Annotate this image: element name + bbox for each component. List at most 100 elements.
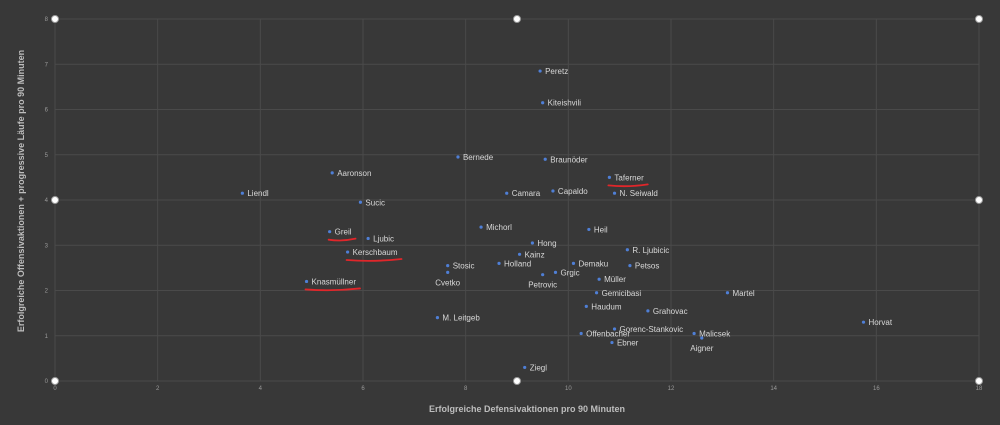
point-label: M. Leitgeb — [442, 314, 480, 323]
data-point — [597, 277, 601, 281]
data-point — [366, 236, 370, 241]
point-label: Greil — [335, 228, 352, 237]
data-point — [646, 309, 650, 313]
point-label: Hong — [537, 239, 556, 248]
data-point — [625, 248, 629, 252]
x-tick-label: 10 — [565, 386, 572, 392]
point-label: Peretz — [545, 67, 568, 76]
resize-handle[interactable] — [513, 15, 521, 23]
highlight-underlines — [304, 183, 649, 292]
data-point — [523, 365, 527, 370]
point-label: Knasmüllner — [312, 277, 357, 286]
x-tick-label: 2 — [156, 386, 160, 392]
x-tick-label: 6 — [361, 386, 365, 392]
point-label: Aigner — [690, 344, 713, 353]
data-point — [530, 241, 535, 245]
point-label: Müller — [604, 275, 626, 284]
resize-handle[interactable] — [51, 196, 59, 204]
point-label: Cvetko — [435, 278, 460, 287]
data-point — [543, 157, 547, 161]
x-tick-label: 4 — [259, 386, 263, 392]
point-label: Martel — [732, 289, 754, 298]
data-point — [446, 270, 450, 274]
data-point — [358, 200, 363, 204]
resize-handle[interactable] — [975, 196, 983, 204]
y-tick-label: 1 — [45, 334, 49, 340]
point-label: Gemicibasi — [602, 289, 642, 298]
x-tick-label: 0 — [53, 386, 57, 392]
point-label: Sucic — [365, 198, 385, 207]
data-point — [446, 264, 450, 268]
data-point — [541, 273, 545, 277]
data-point — [435, 316, 440, 320]
data-point — [553, 270, 558, 274]
data-point — [610, 340, 614, 345]
point-label: Ljubic — [373, 234, 394, 243]
point-label: Capaldo — [558, 187, 588, 196]
gridlines — [54, 18, 980, 382]
highlight-underline — [304, 287, 361, 292]
selection-handles[interactable] — [51, 15, 983, 385]
resize-handle[interactable] — [975, 377, 983, 385]
point-label: Haudum — [591, 302, 622, 311]
resize-handle[interactable] — [51, 377, 59, 385]
y-tick-label: 5 — [45, 153, 49, 159]
point-label: Liendl — [247, 189, 269, 198]
point-label: Kiteishvili — [548, 99, 582, 108]
data-point — [551, 189, 555, 193]
point-label: Petrovic — [528, 281, 557, 290]
data-point — [240, 191, 244, 195]
point-label: Grgic — [561, 268, 580, 277]
resize-handle[interactable] — [975, 15, 983, 23]
y-tick-label: 8 — [45, 17, 49, 23]
point-label: Malicsek — [699, 329, 731, 338]
data-point — [692, 331, 696, 336]
highlight-underline — [607, 183, 649, 188]
point-label: Stosic — [453, 262, 475, 271]
highlight-underline — [345, 258, 403, 262]
point-label: Taferner — [614, 173, 644, 182]
y-tick-label: 0 — [45, 379, 49, 385]
point-label: Bernede — [463, 153, 494, 162]
data-point — [700, 336, 704, 340]
x-tick-label: 16 — [873, 386, 880, 392]
data-point — [571, 261, 576, 265]
point-label: Camara — [512, 189, 541, 198]
data-point — [505, 191, 509, 195]
y-tick-label: 3 — [45, 243, 49, 249]
point-label: Kerschbaum — [353, 248, 398, 257]
data-point — [330, 171, 334, 175]
point-label: Ebner — [617, 339, 639, 348]
data-point — [607, 175, 612, 179]
point-label: Gorenc-Stankovic — [620, 325, 684, 334]
y-tick-label: 4 — [45, 198, 49, 204]
data-point — [628, 264, 632, 268]
data-point — [538, 69, 542, 73]
point-label: Holland — [504, 259, 531, 268]
point-label: Offenbacher — [586, 329, 630, 338]
data-points — [240, 69, 866, 370]
data-point — [541, 101, 545, 105]
x-tick-label: 12 — [668, 386, 675, 392]
y-tick-label: 2 — [45, 289, 49, 295]
point-label: Petsos — [635, 262, 659, 271]
data-point — [497, 261, 501, 265]
highlight-underline — [327, 237, 357, 242]
point-label: Ziegl — [530, 363, 548, 372]
y-axis-title: Erfolgreiche Offensivaktionen + progress… — [16, 50, 26, 332]
x-tick-label: 8 — [464, 386, 468, 392]
data-point — [579, 331, 583, 336]
x-axis-title: Erfolgreiche Defensivaktionen pro 90 Min… — [429, 404, 625, 414]
resize-handle[interactable] — [513, 377, 521, 385]
data-point — [612, 191, 617, 195]
resize-handle[interactable] — [51, 15, 59, 23]
point-label: Braunöder — [550, 155, 588, 164]
point-label: Grahovac — [653, 307, 688, 316]
point-labels: Peretz Kiteishvili Bernede Braunöder Aaronso… — [247, 67, 892, 372]
data-point — [587, 227, 591, 232]
data-point — [456, 155, 460, 159]
data-point — [304, 279, 309, 284]
